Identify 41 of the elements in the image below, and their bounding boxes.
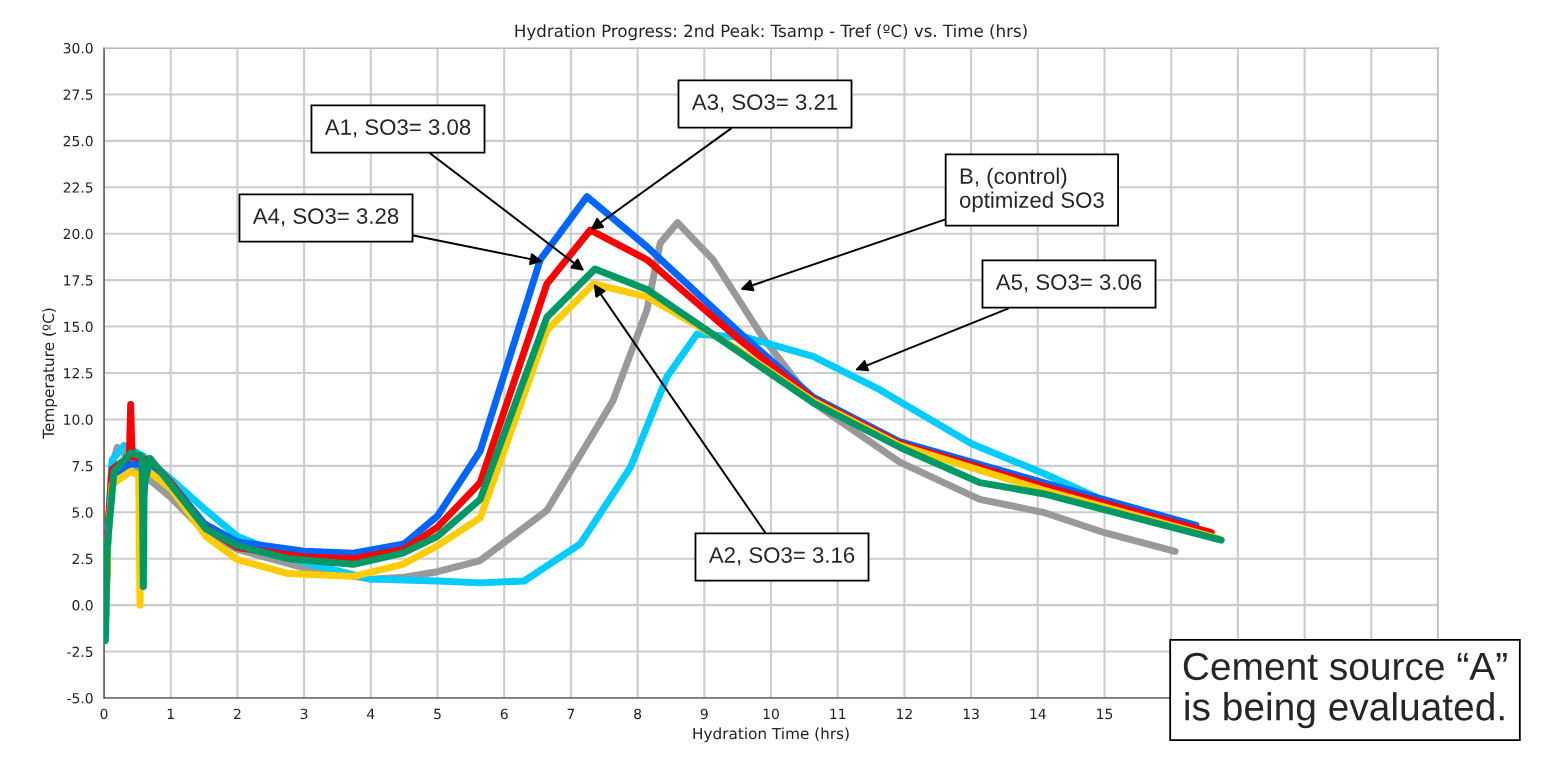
y-tick-label: 7.5 bbox=[72, 461, 93, 472]
y-tick-label: 22.5 bbox=[63, 182, 93, 193]
x-tick-label: 4 bbox=[367, 708, 375, 719]
x-tick-label: 15 bbox=[1097, 708, 1113, 720]
y-tick-label: -5.0 bbox=[67, 692, 93, 704]
x-tick-label: 3 bbox=[300, 708, 308, 720]
annotation: Cement source “A” is being evaluated. bbox=[1183, 652, 1507, 729]
x-tick-label: 0 bbox=[100, 708, 108, 720]
x-tick-label: 12 bbox=[897, 708, 912, 719]
y-tick-label: 20.0 bbox=[63, 228, 93, 240]
y-tick-label: 2.5 bbox=[72, 553, 93, 565]
x-tick-label: 5 bbox=[434, 708, 441, 720]
y-tick-label: 15.0 bbox=[64, 321, 93, 333]
x-axis-title: Hydration Time (hrs) bbox=[693, 727, 849, 743]
x-tick-label: 11 bbox=[830, 708, 846, 719]
annotation: A2, SO3= 3.16 bbox=[708, 547, 855, 566]
annotation: A1, SO3= 3.08 bbox=[324, 119, 471, 138]
y-tick-label: 5.0 bbox=[72, 507, 93, 518]
x-tick-label: 14 bbox=[1030, 708, 1046, 719]
y-tick-label: -2.5 bbox=[67, 646, 93, 658]
x-tick-label: 10 bbox=[763, 708, 779, 720]
y-tick-label: 27.5 bbox=[63, 89, 93, 100]
x-tick-label: 2 bbox=[234, 708, 241, 719]
y-tick-label: 25.0 bbox=[63, 135, 93, 147]
annotation: A5, SO3= 3.06 bbox=[995, 274, 1142, 293]
chart-title: Hydration Progress: 2nd Peak: Tsamp - Tref (ºC) vs. Time (hrs) bbox=[515, 24, 1027, 41]
annotation: A3, SO3= 3.21 bbox=[691, 94, 838, 113]
x-tick-label: 1 bbox=[167, 708, 174, 719]
x-tick-label: 8 bbox=[634, 708, 642, 720]
x-tick-label: 13 bbox=[963, 708, 979, 720]
annotation: A4, SO3= 3.28 bbox=[252, 208, 399, 227]
y-tick-label: 0.0 bbox=[72, 600, 93, 611]
y-tick-label: 12.5 bbox=[64, 367, 93, 379]
annotation: B, (control) optimized SO3 bbox=[959, 167, 1104, 213]
y-tick-label: 17.5 bbox=[64, 275, 93, 286]
x-tick-label: 9 bbox=[700, 708, 708, 720]
y-axis-title: Temperature (ºC) bbox=[42, 308, 58, 439]
y-tick-label: 30.0 bbox=[63, 42, 93, 54]
x-tick-label: 6 bbox=[500, 708, 508, 720]
x-tick-label: 7 bbox=[567, 708, 575, 719]
y-tick-label: 10.0 bbox=[64, 414, 93, 425]
